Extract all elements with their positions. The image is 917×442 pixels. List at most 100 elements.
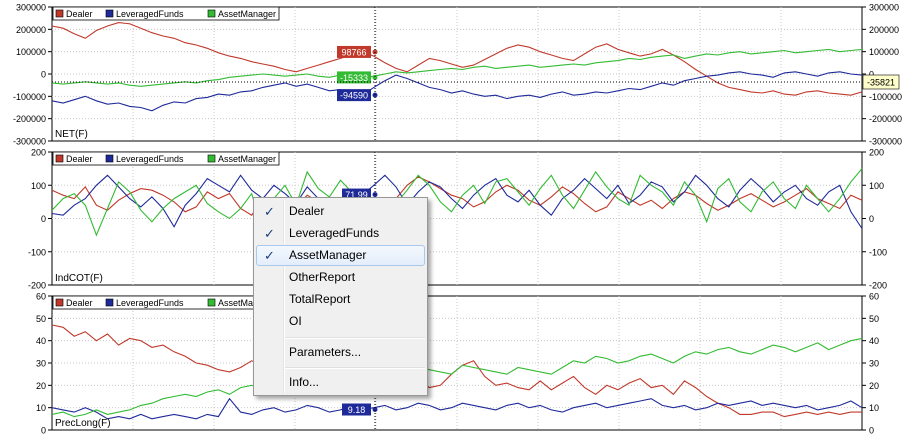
y-tick-label-left: 20 xyxy=(36,381,46,391)
context-menu: ✓ Dealer ✓ LeveragedFunds ✓ AssetManager… xyxy=(253,197,428,396)
legend-asset-manager: AssetManager xyxy=(218,298,276,308)
legend-asset-manager-swatch xyxy=(207,9,216,18)
y-tick-label-left: -200000 xyxy=(13,114,46,124)
cursor-value-box xyxy=(337,45,371,58)
y-tick-label-left: 300000 xyxy=(16,3,46,13)
menu-item-parameters[interactable]: Parameters... xyxy=(256,342,425,363)
legend-dealer-swatch xyxy=(55,154,64,163)
y-tick-label-right: 30 xyxy=(869,359,879,369)
cursor-value-label: 98766 xyxy=(341,47,366,57)
menu-item-label: LeveragedFunds xyxy=(289,226,380,240)
crosshair-readout-box xyxy=(862,74,900,90)
y-tick-label-left: 0 xyxy=(41,70,46,80)
y-tick-label-right: 40 xyxy=(869,336,879,346)
y-tick-label-right: 100 xyxy=(869,181,884,191)
panel-net: 300000 300000 200000 200000 100000 100000 0 0 -1… xyxy=(13,3,902,147)
y-tick-label-right: 300000 xyxy=(869,3,899,13)
y-tick-label-left: 200000 xyxy=(16,25,46,35)
menu-item-leveraged-funds[interactable]: ✓ LeveragedFunds xyxy=(256,223,425,244)
check-icon xyxy=(260,343,279,362)
menu-item-label: OtherReport xyxy=(289,270,356,284)
legend-dealer: Dealer xyxy=(66,154,93,164)
y-tick-label-left: -300000 xyxy=(13,137,46,147)
crosshair-readout: -35821 xyxy=(867,78,895,88)
legend-leveraged-funds: LeveragedFunds xyxy=(116,9,184,19)
legend-dealer: Dealer xyxy=(66,298,93,308)
cursor-value-label: 9.18 xyxy=(348,405,366,415)
legend-asset-manager: AssetManager xyxy=(218,9,276,19)
panel-preclong: 60 60 50 50 40 40 30 30 20 20 10 10 0 0 Dealer Leverage… xyxy=(36,292,879,436)
legend-leveraged-funds-swatch xyxy=(105,9,114,18)
asset-manager-line xyxy=(51,168,863,237)
legend-dealer-swatch xyxy=(55,298,64,307)
y-tick-label-left: -100000 xyxy=(13,92,46,102)
menu-item-asset-manager[interactable]: ✓ AssetManager xyxy=(256,245,425,266)
check-icon xyxy=(260,290,279,309)
cursor-point xyxy=(372,49,378,55)
menu-item-label: Info... xyxy=(289,375,320,389)
legend-leveraged-funds-swatch xyxy=(105,154,114,163)
y-tick-label-right: -200000 xyxy=(869,114,902,124)
menu-item-label: OI xyxy=(289,314,302,328)
y-tick-label-right: -100 xyxy=(869,247,887,257)
y-tick-label-left: -100 xyxy=(28,247,46,257)
y-tick-label-right: 10 xyxy=(869,403,879,413)
leveraged-funds-line xyxy=(51,71,863,112)
check-icon xyxy=(260,373,279,392)
cursor-value-box xyxy=(342,403,371,416)
legend-leveraged-funds: LeveragedFunds xyxy=(116,298,184,308)
y-tick-label-right: 200 xyxy=(869,148,884,158)
legend-dealer-swatch xyxy=(55,9,64,18)
legend-dealer: Dealer xyxy=(66,9,93,19)
y-tick-label-right: -200 xyxy=(869,281,887,291)
menu-item-oi[interactable]: OI xyxy=(256,311,425,332)
legend-leveraged-funds-swatch xyxy=(105,298,114,307)
leveraged-funds-line xyxy=(51,397,863,420)
menu-separator xyxy=(285,337,425,339)
check-icon: ✓ xyxy=(264,226,275,241)
y-tick-label-left: 30 xyxy=(36,359,46,369)
menu-separator xyxy=(285,367,425,369)
menu-item-dealer[interactable]: ✓ Dealer xyxy=(256,201,425,222)
y-tick-label-left: 60 xyxy=(36,292,46,302)
cursor-value-box xyxy=(337,89,371,102)
menu-item-other-report[interactable]: OtherReport xyxy=(256,267,425,288)
y-tick-label-left: 0 xyxy=(41,214,46,224)
y-tick-label-right: -300000 xyxy=(869,137,902,147)
check-icon: ✓ xyxy=(264,248,275,263)
cursor-value-box xyxy=(337,71,371,84)
legend-asset-manager-swatch xyxy=(207,298,216,307)
legend: Dealer LeveragedFunds AssetManager xyxy=(52,295,280,310)
legend: Dealer LeveragedFunds AssetManager xyxy=(52,151,280,166)
menu-item-label: Parameters... xyxy=(289,345,362,359)
asset-manager-line xyxy=(51,337,863,418)
panel-indcot: 200 200 100 100 0 0 -100 -100 -200 -200 Dealer Leve… xyxy=(28,148,887,291)
check-icon xyxy=(260,268,279,287)
legend-asset-manager: AssetManager xyxy=(218,154,276,164)
menu-item-total-report[interactable]: TotalReport xyxy=(256,289,425,310)
y-tick-label-left: 0 xyxy=(41,426,46,436)
legend: Dealer LeveragedFunds AssetManager xyxy=(52,6,280,21)
y-tick-label-right: 50 xyxy=(869,314,879,324)
y-tick-label-right: 0 xyxy=(869,426,874,436)
y-tick-label-left: 40 xyxy=(36,336,46,346)
legend-asset-manager-swatch xyxy=(207,154,216,163)
cursor-value-label: -94590 xyxy=(340,91,368,101)
menu-icon-gutter xyxy=(283,200,285,393)
panel-label: PrecLong(F) xyxy=(55,418,111,429)
dealer-line xyxy=(51,22,863,96)
menu-item-info[interactable]: Info... xyxy=(256,372,425,393)
panel-label: NET(F) xyxy=(55,129,88,140)
y-tick-label-left: 100 xyxy=(31,181,46,191)
cursor-point xyxy=(372,406,378,412)
y-tick-label-right: -100000 xyxy=(869,92,902,102)
check-icon xyxy=(260,312,279,331)
cursor-value-label: -15333 xyxy=(340,73,368,83)
panel-label: IndCOT(F) xyxy=(55,273,103,284)
menu-item-label: Dealer xyxy=(289,204,325,218)
cursor-point xyxy=(372,74,378,80)
y-tick-label-right: 200000 xyxy=(869,25,899,35)
y-tick-label-right: 0 xyxy=(869,214,874,224)
